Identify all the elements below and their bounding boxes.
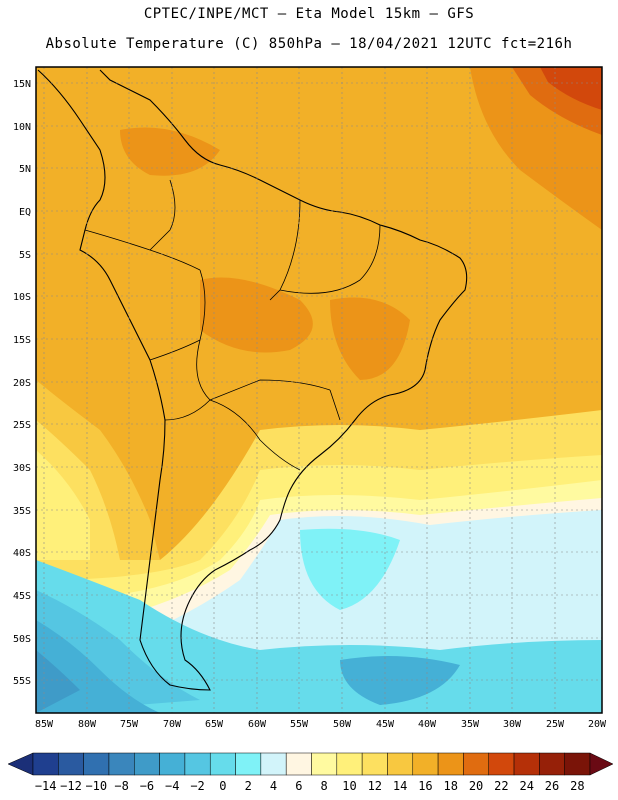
colorbar-swatch <box>83 752 110 776</box>
colorbar-swatch <box>311 752 338 776</box>
colorbar-swatch <box>387 752 414 776</box>
colorbar-low-arrow <box>7 752 34 776</box>
lon-tick-label: 65W <box>205 719 224 730</box>
coastline <box>37 69 468 691</box>
longitude-axis: 85W 80W 75W 70W 65W 60W 55W 50W 45W 40W … <box>35 719 607 730</box>
colorbar-swatch <box>58 752 84 776</box>
colorbar-swatch <box>513 752 540 776</box>
colorbar-labels: −14 −12 −10 −8 −6 −4 −2 0 2 4 6 8 10 12 14 16 18 20 22 24 26… <box>35 779 585 793</box>
colorbar-label: −2 <box>190 779 204 793</box>
colorbar-swatch <box>260 752 287 776</box>
colorbar-label: 24 <box>519 779 533 793</box>
lon-tick-label: 45W <box>376 719 395 730</box>
colorbar-label: −14 <box>35 779 57 793</box>
lon-tick-label: 30W <box>503 719 522 730</box>
field-north-warm <box>120 127 220 176</box>
colorbar-swatch <box>134 752 160 776</box>
field-south-atlantic-cold <box>340 656 460 705</box>
colorbar-label: 12 <box>368 779 382 793</box>
colorbar-swatch <box>412 752 439 776</box>
colorbar-swatch <box>437 752 464 776</box>
colorbar-swatch <box>32 752 59 776</box>
colorbar-label: 8 <box>321 779 328 793</box>
lat-tick-label: 30S <box>13 463 31 474</box>
colorbar-swatch <box>159 752 186 776</box>
colorbar-swatch <box>209 752 236 776</box>
colorbar-swatch <box>235 752 262 776</box>
lat-tick-label: 10N <box>13 122 31 133</box>
lon-tick-label: 70W <box>163 719 182 730</box>
lon-tick-label: 80W <box>78 719 97 730</box>
colorbar-swatch <box>539 752 565 776</box>
temperature-field <box>36 67 602 713</box>
colorbar-label: 14 <box>393 779 407 793</box>
map-title-line1: CPTEC/INPE/MCT – Eta Model 15km – GFS <box>143 6 475 22</box>
lat-tick-label: 5N <box>19 164 31 175</box>
colorbar-label: −4 <box>165 779 179 793</box>
colorbar-swatch <box>463 752 489 776</box>
lat-tick-label: 45S <box>13 591 31 602</box>
lat-tick-label: 5S <box>19 250 31 261</box>
lat-tick-label: 55S <box>13 676 31 687</box>
lat-tick-label: 40S <box>13 548 31 559</box>
colorbar-swatch <box>285 752 312 776</box>
lat-tick-label: 10S <box>13 292 31 303</box>
colorbar-label: −10 <box>85 779 107 793</box>
lon-tick-label: 75W <box>120 719 139 730</box>
colorbar-label: 10 <box>342 779 356 793</box>
latitude-axis: 15N 10N 5N EQ 5S 10S 15S 20S 25S 30S 35S… <box>13 79 31 687</box>
colorbar-label: 16 <box>418 779 432 793</box>
lat-tick-label: EQ <box>19 207 31 218</box>
lat-tick-label: 35S <box>13 506 31 517</box>
field-22-24 <box>540 67 602 110</box>
colorbar-label: 28 <box>570 779 584 793</box>
field-inland-warm-2 <box>330 297 410 380</box>
colorbar-swatch <box>564 752 591 776</box>
colorbar-label: 6 <box>295 779 302 793</box>
field-0-2 <box>36 560 602 713</box>
lon-tick-label: 55W <box>290 719 309 730</box>
map-title-line2: Absolute Temperature (C) 850hPa – 18/04/… <box>45 36 573 52</box>
colorbar-swatch <box>488 752 515 776</box>
country-borders <box>84 179 381 471</box>
lat-tick-label: 50S <box>13 634 31 645</box>
lon-tick-label: 60W <box>248 719 267 730</box>
lon-tick-label: 40W <box>418 719 437 730</box>
colorbar-label: 26 <box>545 779 559 793</box>
map-frame <box>35 66 603 714</box>
field-inland-warm <box>200 277 313 353</box>
lon-tick-label: 25W <box>546 719 565 730</box>
colorbar-high-arrow <box>589 752 614 776</box>
field-neg6-neg4 <box>36 650 80 713</box>
colorbar-label: −6 <box>140 779 154 793</box>
lat-tick-label: 15N <box>13 79 31 90</box>
temperature-map: 15N 10N 5N EQ 5S 10S 15S 20S 25S 30S 35S… <box>13 66 607 730</box>
lon-tick-label: 35W <box>461 719 480 730</box>
colorbar-swatch <box>184 752 211 776</box>
colorbar-label: −12 <box>60 779 82 793</box>
colorbar-swatches <box>7 752 614 776</box>
lon-tick-label: 20W <box>588 719 607 730</box>
lat-tick-label: 25S <box>13 420 31 431</box>
colorbar-swatch <box>108 752 135 776</box>
graticule <box>36 67 602 713</box>
field-10-12-pacific <box>36 450 90 560</box>
colorbar-label: 18 <box>444 779 458 793</box>
colorbar-label: 20 <box>469 779 483 793</box>
colorbar-swatch <box>361 752 388 776</box>
colorbar-swatch <box>336 752 363 776</box>
lon-tick-label: 50W <box>333 719 352 730</box>
lat-tick-label: 20S <box>13 378 31 389</box>
colorbar-label: 22 <box>494 779 508 793</box>
colorbar-label: 4 <box>270 779 277 793</box>
temperature-colorbar: −14 −12 −10 −8 −6 −4 −2 0 2 4 6 8 10 12 14 16 18 20 22 24 26… <box>7 752 614 793</box>
colorbar-label: 0 <box>219 779 226 793</box>
colorbar-label: 2 <box>245 779 252 793</box>
lat-tick-label: 15S <box>13 335 31 346</box>
lon-tick-label: 85W <box>35 719 54 730</box>
colorbar-label: −8 <box>114 779 128 793</box>
field-2-4 <box>300 528 400 610</box>
